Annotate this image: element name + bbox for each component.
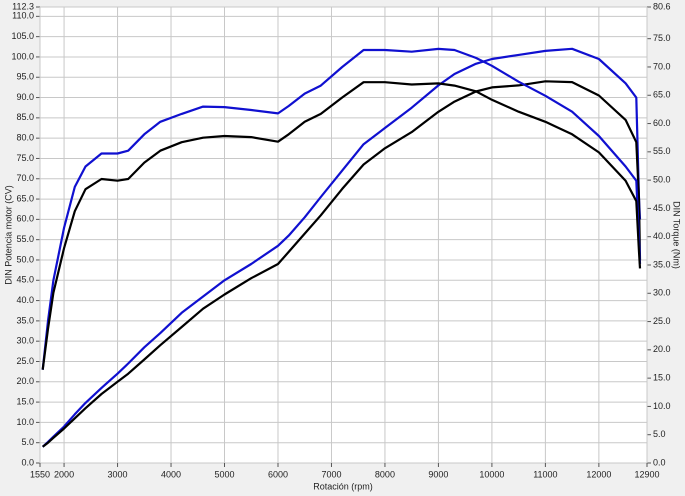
y-tick-label: 85.0 [16, 112, 34, 122]
y2-tick-label: 65.0 [653, 90, 671, 100]
y-tick-label: 65.0 [16, 193, 34, 203]
y-tick-label: 5.0 [21, 437, 34, 447]
y-tick-label: 40.0 [16, 295, 34, 305]
series-line [41, 47, 642, 370]
x-tick-label: 5000 [214, 469, 234, 479]
y2-tick-label: 55.0 [653, 146, 671, 156]
y2-tick-label: 15.0 [653, 373, 671, 383]
y2-tick-label: 35.0 [653, 259, 671, 269]
y-tick-label: 55.0 [16, 234, 34, 244]
y-tick-label: 95.0 [16, 72, 34, 82]
x-tick-label: 3000 [108, 469, 128, 479]
x-tick-label: 1550 [30, 469, 50, 479]
y-tick-label: 45.0 [16, 275, 34, 285]
y2-tick-label: 20.0 [653, 344, 671, 354]
y-tick-label: 25.0 [16, 356, 34, 366]
y-tick-label: 80.0 [16, 133, 34, 143]
y2-tick-label: 10.0 [653, 401, 671, 411]
y-axis-label: DIN Potencia motor (CV) [3, 185, 13, 285]
x-tick-label: 6000 [268, 469, 288, 479]
y2-tick-label: 5.0 [653, 429, 666, 439]
y2-tick-label: 40.0 [653, 231, 671, 241]
x-tick-label: 10000 [479, 469, 504, 479]
x-tick-label: 12000 [586, 469, 611, 479]
y-tick-label: 70.0 [16, 173, 34, 183]
y2-tick-label: 50.0 [653, 174, 671, 184]
x-tick-label: 2000 [54, 469, 74, 479]
y-tick-label: 50.0 [16, 254, 34, 264]
y2-tick-label: 60.0 [653, 118, 671, 128]
y-tick-label: 105.0 [11, 31, 34, 41]
y-tick-label: 30.0 [16, 336, 34, 346]
y2-tick-label: 25.0 [653, 316, 671, 326]
y-tick-label: 20.0 [16, 376, 34, 386]
y2-axis-label: DIN Torque (Nm) [672, 201, 682, 269]
plot-area [39, 6, 648, 464]
x-tick-label: 8000 [375, 469, 395, 479]
y-tick-label: 75.0 [16, 153, 34, 163]
y2-tick-label: 70.0 [653, 61, 671, 71]
x-tick-label: 7000 [321, 469, 341, 479]
series-line [41, 47, 642, 448]
y-tick-label: 100.0 [11, 51, 34, 61]
y2-tick-label: 0.0 [653, 457, 666, 467]
x-tick-label: 11000 [533, 469, 557, 479]
x-tick-label: 9000 [428, 469, 448, 479]
y-tick-label: 90.0 [16, 92, 34, 102]
y2-tick-label: 75.0 [653, 33, 671, 43]
x-axis-label: Rotación (rpm) [313, 481, 373, 491]
series-line [41, 81, 642, 370]
x-tick-label: 12900 [634, 469, 659, 479]
y2-tick-label: 45.0 [653, 203, 671, 213]
y-tick-label: 0.0 [21, 457, 34, 467]
y-tick-label: 112.3 [12, 1, 34, 11]
y2-tick-label: 30.0 [653, 288, 671, 298]
series-line [42, 80, 642, 448]
y-tick-label: 110.0 [12, 11, 34, 21]
y2-tick-label: 80.6 [653, 1, 671, 11]
y-tick-label: 15.0 [16, 396, 34, 406]
y-tick-label: 35.0 [16, 315, 34, 325]
x-tick-label: 4000 [161, 469, 181, 479]
y-tick-label: 10.0 [16, 417, 34, 427]
y-tick-label: 60.0 [16, 214, 34, 224]
